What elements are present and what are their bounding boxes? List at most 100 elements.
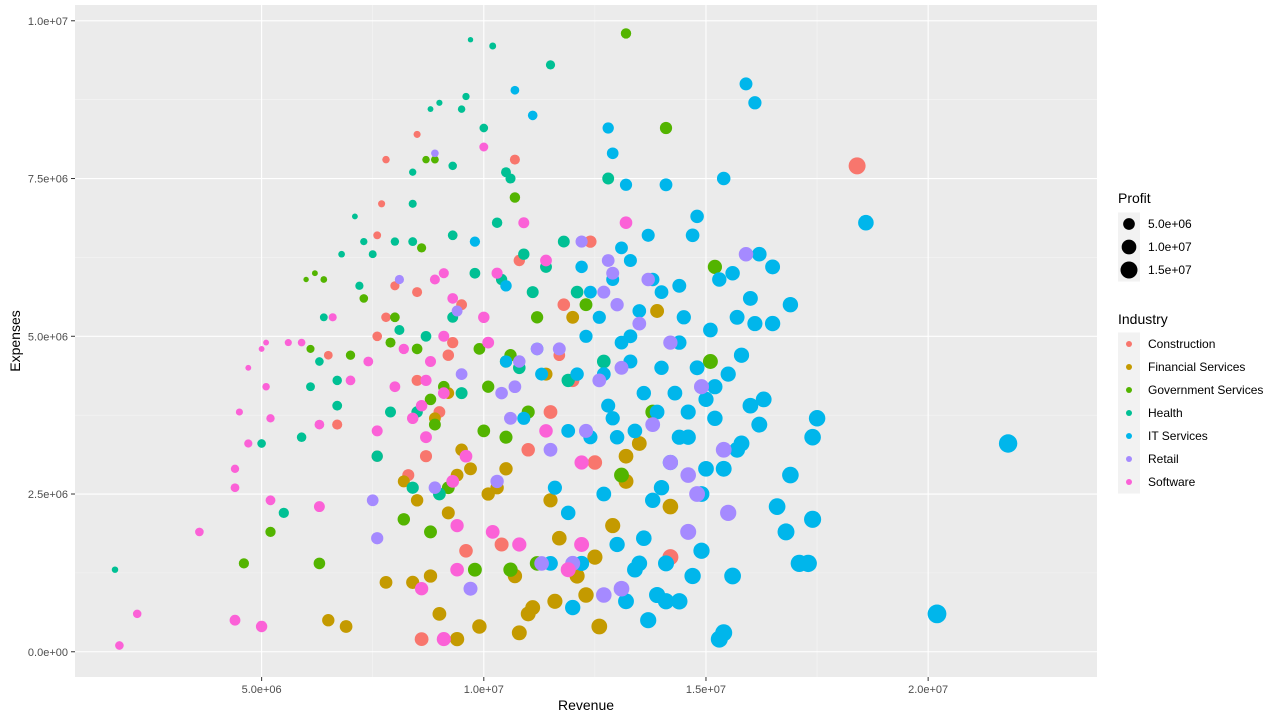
point-it-services <box>560 505 576 521</box>
point-health <box>319 313 328 322</box>
color-legend-label: IT Services <box>1148 429 1208 443</box>
point-government-services <box>265 526 276 538</box>
point-retail <box>663 335 678 350</box>
point-it-services <box>500 280 512 292</box>
point-software <box>450 518 464 533</box>
point-health <box>557 235 570 248</box>
point-financial-services <box>410 494 424 507</box>
point-software <box>415 399 428 412</box>
point-health <box>518 248 530 260</box>
point-software <box>420 374 432 387</box>
point-health <box>368 250 377 259</box>
point-government-services <box>411 343 423 355</box>
point-health <box>467 36 474 43</box>
x-tick-label: 1.0e+07 <box>464 684 504 696</box>
point-it-services <box>469 236 481 247</box>
point-it-services <box>733 347 750 363</box>
point-health <box>409 168 417 176</box>
point-financial-services <box>566 310 580 324</box>
point-software <box>438 330 450 342</box>
point-retail <box>614 360 629 375</box>
point-health <box>596 354 611 369</box>
color-legend-label: Software <box>1148 475 1196 489</box>
point-it-services <box>804 510 822 528</box>
point-health <box>351 213 358 220</box>
point-construction <box>382 155 390 164</box>
point-it-services <box>636 385 652 401</box>
point-software <box>619 216 633 230</box>
point-health <box>462 92 470 101</box>
point-government-services <box>579 298 593 312</box>
size-legend-key <box>1123 218 1135 230</box>
point-government-services <box>477 424 491 438</box>
point-it-services <box>729 309 745 325</box>
point-it-services <box>742 397 759 414</box>
x-tick-label: 5.0e+06 <box>242 684 282 696</box>
point-government-services <box>467 562 482 577</box>
point-retail <box>575 235 588 248</box>
point-software <box>482 336 495 349</box>
point-retail <box>596 587 612 603</box>
point-government-services <box>659 121 673 135</box>
point-financial-services <box>472 619 487 634</box>
point-government-services <box>424 393 437 406</box>
color-legend-title: Industry <box>1118 311 1168 327</box>
color-legend-key <box>1126 479 1132 485</box>
point-health <box>436 99 443 106</box>
point-retail <box>592 373 607 388</box>
point-retail <box>738 246 754 262</box>
point-software <box>574 455 589 470</box>
point-retail <box>463 581 478 596</box>
point-it-services <box>654 360 669 376</box>
point-government-services <box>390 312 400 323</box>
point-government-services <box>614 467 629 483</box>
point-retail <box>632 316 647 331</box>
point-it-services <box>724 567 741 585</box>
point-it-services <box>654 285 669 299</box>
point-health <box>455 387 468 400</box>
point-construction <box>543 405 558 419</box>
point-retail <box>645 417 661 432</box>
size-legend-key <box>1120 261 1138 279</box>
point-software <box>230 464 240 473</box>
point-construction <box>378 200 386 208</box>
point-it-services <box>672 278 687 293</box>
point-software <box>371 425 383 437</box>
point-health <box>448 161 457 171</box>
point-financial-services <box>339 620 353 633</box>
point-health <box>111 566 119 573</box>
point-it-services <box>535 367 549 381</box>
point-construction <box>584 235 597 248</box>
point-financial-services <box>511 625 527 641</box>
point-software <box>229 614 241 626</box>
point-software <box>363 356 374 367</box>
point-it-services <box>782 297 799 313</box>
point-health <box>371 450 383 462</box>
point-construction <box>848 157 866 175</box>
point-it-services <box>671 593 688 610</box>
point-it-services <box>517 411 531 425</box>
point-it-services <box>804 428 821 446</box>
point-it-services <box>742 290 758 306</box>
point-health <box>390 237 400 246</box>
point-software <box>447 293 459 304</box>
point-financial-services <box>464 462 477 476</box>
point-it-services <box>596 486 612 502</box>
point-government-services <box>345 350 356 360</box>
point-health <box>491 217 503 228</box>
point-it-services <box>720 366 736 382</box>
point-it-services <box>631 555 648 572</box>
point-retail <box>513 355 526 368</box>
point-it-services <box>547 480 562 495</box>
point-construction <box>412 287 423 298</box>
point-health <box>296 432 307 442</box>
point-it-services <box>715 460 732 477</box>
point-health <box>406 481 419 494</box>
size-legend-label: 1.0e+07 <box>1148 240 1192 254</box>
point-it-services <box>748 96 762 110</box>
point-health <box>526 286 539 299</box>
point-financial-services <box>662 498 679 515</box>
point-it-services <box>658 555 674 572</box>
point-retail <box>610 298 624 312</box>
point-it-services <box>765 259 781 275</box>
